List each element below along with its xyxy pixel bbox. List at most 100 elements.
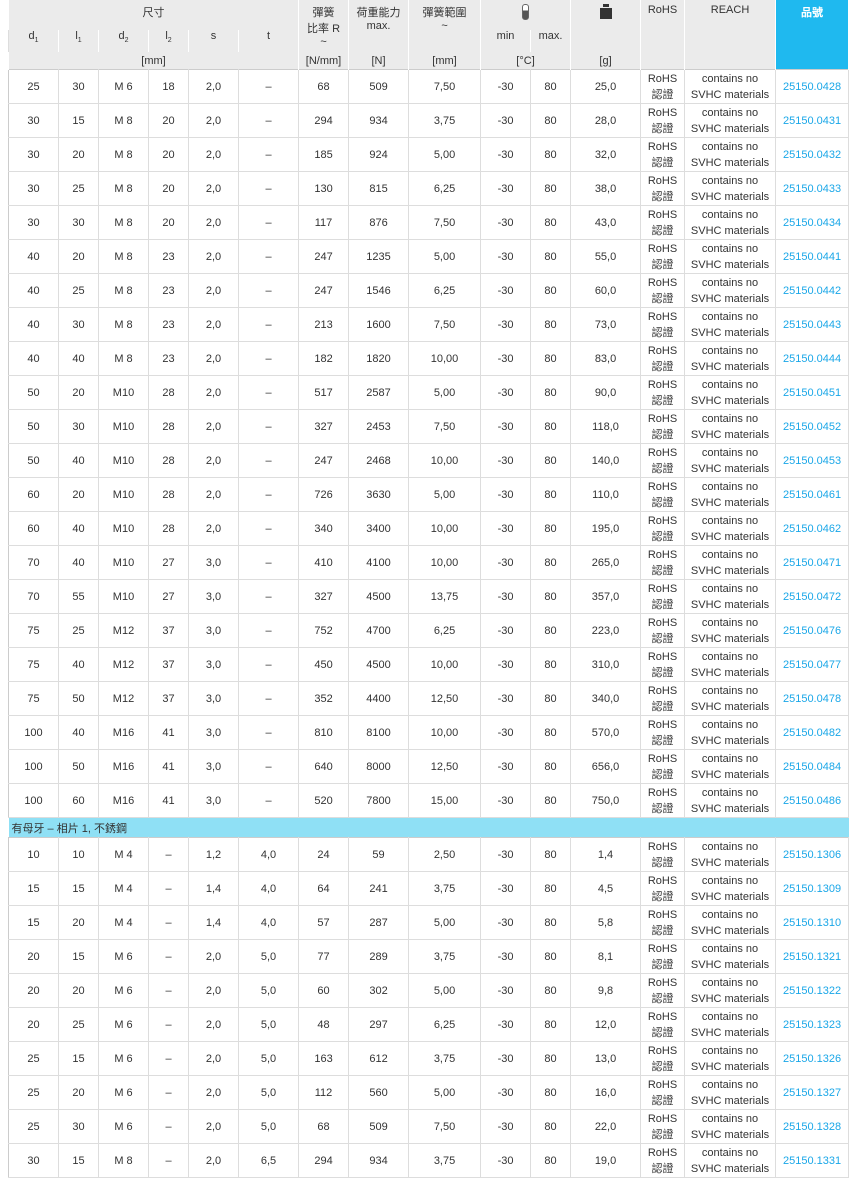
part-number-link[interactable]: 25150.0477 [775,647,850,682]
table-row: 75 40 M12 37 3,0–450 4500 10,00 -30 80 310,0 RoHS 認… [8,647,850,682]
cell-weight: 656,0 [570,749,642,784]
part-number-link[interactable]: 25150.0434 [775,205,850,240]
cell-t: – [237,443,300,478]
cell-d1: 20 [8,939,59,974]
cell-rohs: RoHS 認證 [640,1109,686,1144]
cell-reach: contains no SVHC materials [684,239,777,274]
cell-l1: 25 [58,613,99,648]
cell-d2: M 6 [98,69,149,104]
cell-reach: contains no SVHC materials [684,939,777,974]
cell-rohs: RoHS 認證 [640,749,686,784]
cell-rohs: RoHS 認證 [640,205,686,240]
cell-d1: 30 [8,1143,59,1178]
cell-load: 1820 [348,341,410,376]
part-number-link[interactable]: 25150.1326 [775,1041,850,1076]
cell-spring-rate: 517 [298,375,350,410]
cell-temp-max: 80 [530,409,572,444]
cell-temp-min: -30 [480,1041,532,1076]
cell-reach: contains no SVHC materials [684,545,777,580]
part-number-link[interactable]: 25150.0484 [775,749,850,784]
cell-spring-range: 10,00 [408,545,482,580]
part-number-link[interactable]: 25150.1331 [775,1143,850,1178]
cell-s: 3,0 [188,681,239,716]
part-number-link[interactable]: 25150.0442 [775,273,850,308]
cell-temp-max: 80 [530,511,572,546]
part-number-link[interactable]: 25150.0472 [775,579,850,614]
cell-t: 5,0 [237,1109,300,1144]
part-number-link[interactable]: 25150.0432 [775,137,850,172]
part-number-link[interactable]: 25150.0441 [775,239,850,274]
cell-spring-range: 7,50 [408,307,482,342]
cell-d2: M12 [98,613,149,648]
part-number-link[interactable]: 25150.0428 [775,69,850,104]
cell-temp-min: -30 [480,837,532,872]
part-number-link[interactable]: 25150.1309 [775,871,850,906]
part-number-link[interactable]: 25150.0478 [775,681,850,716]
cell-t: 4,0 [237,871,300,906]
temperature-header [480,0,572,30]
cell-rohs: RoHS 認證 [640,1075,686,1110]
cell-reach: contains no SVHC materials [684,579,777,614]
cell-spring-rate: 327 [298,409,350,444]
cell-d1: 25 [8,1041,59,1076]
part-number-link[interactable]: 25150.0431 [775,103,850,138]
part-number-link[interactable]: 25150.0486 [775,783,850,818]
cell-spring-rate: 410 [298,545,350,580]
part-number-link[interactable]: 25150.0462 [775,511,850,546]
part-number-link[interactable]: 25150.0461 [775,477,850,512]
cell-temp-max: 80 [530,375,572,410]
cell-spring-range: 12,50 [408,749,482,784]
part-number-link[interactable]: 25150.1321 [775,939,850,974]
part-number-link[interactable]: 25150.0444 [775,341,850,376]
cell-reach: contains no SVHC materials [684,273,777,308]
cell-t: – [237,103,300,138]
cell-d1: 70 [8,579,59,614]
cell-spring-range: 3,75 [408,1143,482,1178]
cell-d1: 40 [8,239,59,274]
part-number-link[interactable]: 25150.1323 [775,1007,850,1042]
part-number-link[interactable]: 25150.0476 [775,613,850,648]
part-number-link[interactable]: 25150.0482 [775,715,850,750]
cell-temp-min: -30 [480,239,532,274]
part-number-link[interactable]: 25150.0433 [775,171,850,206]
cell-l2: 20 [148,171,189,206]
cell-weight: 28,0 [570,103,642,138]
part-number-link[interactable]: 25150.0451 [775,375,850,410]
cell-spring-rate: 810 [298,715,350,750]
col-header-d1: d1 [8,30,59,52]
part-number-link[interactable]: 25150.0452 [775,409,850,444]
cell-spring-range: 5,00 [408,375,482,410]
cell-temp-min: -30 [480,545,532,580]
cell-spring-rate: 117 [298,205,350,240]
cell-spring-range: 7,50 [408,1109,482,1144]
table-row: 20 20 M 6–2,0 5,0 60 302 5,00 -30 80 9,8 RoHS 認證 con… [8,973,850,1008]
cell-spring-rate: 60 [298,973,350,1008]
cell-d1: 40 [8,341,59,376]
cell-load: 2587 [348,375,410,410]
cell-d1: 30 [8,205,59,240]
part-number-link[interactable]: 25150.1328 [775,1109,850,1144]
cell-weight: 110,0 [570,477,642,512]
unit-mm-range: [mm] [408,52,482,70]
cell-spring-rate: 68 [298,1109,350,1144]
cell-s: 2,0 [188,341,239,376]
cell-temp-min: -30 [480,103,532,138]
part-number-link[interactable]: 25150.0471 [775,545,850,580]
part-number-link[interactable]: 25150.1322 [775,973,850,1008]
cell-rohs: RoHS 認證 [640,171,686,206]
weight-header [570,0,642,52]
part-number-link[interactable]: 25150.1327 [775,1075,850,1110]
part-number-link[interactable]: 25150.1310 [775,905,850,940]
cell-weight: 310,0 [570,647,642,682]
cell-d1: 25 [8,1075,59,1110]
cell-load: 2468 [348,443,410,478]
cell-spring-range: 12,50 [408,681,482,716]
cell-s: 2,0 [188,1143,239,1178]
cell-reach: contains no SVHC materials [684,341,777,376]
part-number-link[interactable]: 25150.0453 [775,443,850,478]
cell-temp-min: -30 [480,171,532,206]
part-number-link[interactable]: 25150.0443 [775,307,850,342]
cell-temp-max: 80 [530,443,572,478]
part-number-link[interactable]: 25150.1306 [775,837,850,872]
cell-weight: 83,0 [570,341,642,376]
